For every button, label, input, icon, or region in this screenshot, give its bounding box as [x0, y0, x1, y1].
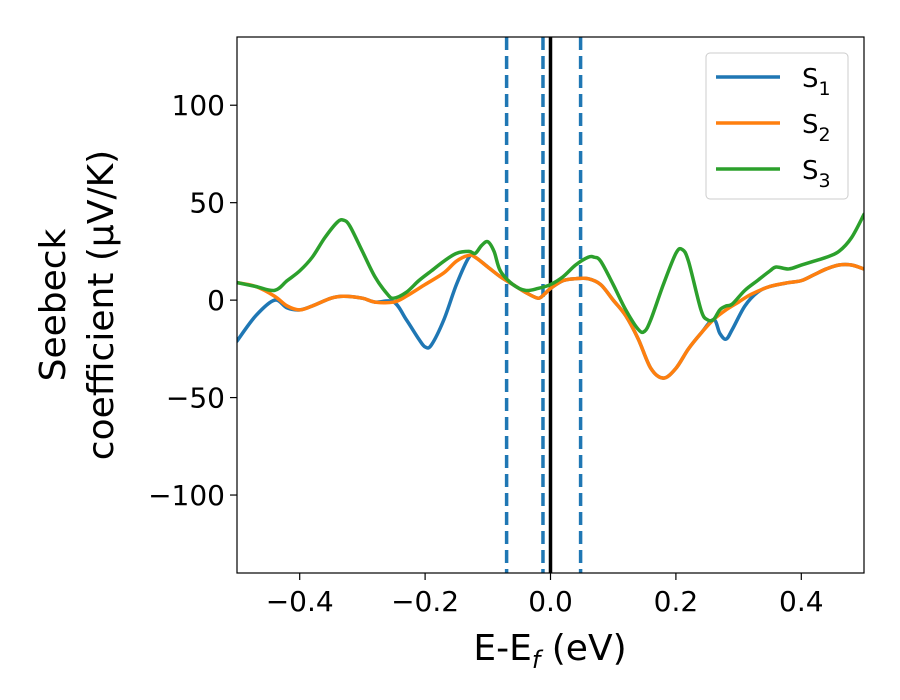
x-axis-ticks: −0.4 −0.2 0.0 0.2 0.4 — [266, 573, 824, 618]
legend-box — [705, 52, 849, 200]
y-axis-title-line1: Seebeck — [33, 228, 74, 381]
y-axis-ticks: −100 −50 0 50 100 — [148, 89, 237, 512]
y-axis-title: Seebeck coefficient (μV/K) — [33, 150, 122, 460]
x-axis-title-tail: (eV) — [540, 628, 626, 669]
legend-label-main: S — [802, 156, 819, 186]
series-layer — [237, 212, 864, 380]
legend-label-main: S — [802, 64, 819, 94]
reference-lines — [504, 37, 583, 573]
legend-label: S2 — [802, 110, 831, 146]
legend-label-sub: 3 — [819, 170, 831, 192]
y-tick-label: 50 — [189, 187, 225, 220]
x-tick-label: 0.0 — [528, 585, 573, 618]
y-tick-label: 0 — [207, 284, 225, 317]
series-line-s3 — [237, 212, 864, 335]
y-axis-title-line2: coefficient (μV/K) — [81, 150, 122, 460]
x-tick-label: −0.2 — [391, 585, 459, 618]
legend-label-main: S — [802, 110, 819, 140]
legend-label: S1 — [802, 64, 831, 100]
x-axis-title-main: E-E — [473, 628, 531, 669]
series-line-s2 — [237, 253, 864, 380]
legend-label: S3 — [802, 156, 831, 192]
x-tick-label: 0.2 — [654, 585, 699, 618]
x-tick-label: 0.4 — [779, 585, 824, 618]
x-tick-label: −0.4 — [266, 585, 334, 618]
y-tick-label: −100 — [148, 479, 225, 512]
x-axis-title: E-Ef (eV) — [473, 628, 626, 674]
y-tick-label: 100 — [172, 89, 225, 122]
legend-label-sub: 1 — [819, 78, 831, 100]
y-tick-label: −50 — [166, 382, 225, 415]
legend-label-sub: 2 — [819, 124, 831, 146]
